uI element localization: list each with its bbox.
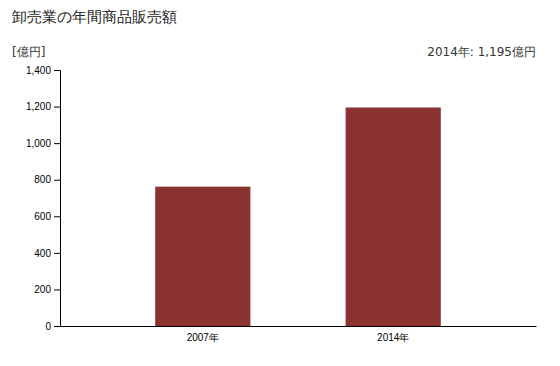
y-tick-mark <box>54 326 60 327</box>
y-tick-mark <box>54 216 60 217</box>
y-tick-label: 0 <box>45 321 51 332</box>
y-tick-label: 400 <box>34 248 51 259</box>
y-tick-label: 1,400 <box>26 65 51 76</box>
y-tick-mark <box>54 107 60 108</box>
y-tick-mark <box>54 253 60 254</box>
y-tick-mark <box>54 70 60 71</box>
y-tick-mark <box>54 143 60 144</box>
plot: 0 200 400 600 800 1,000 1,200 1,400 2007年 2014年 <box>26 65 537 343</box>
y-tick-label: 1,000 <box>26 138 51 149</box>
y-tick-mark <box>54 180 60 181</box>
y-tick-label: 800 <box>34 174 51 185</box>
y-tick: 1,400 <box>26 65 60 76</box>
chart: 0 200 400 600 800 1,000 1,200 1,400 2007年 2014年 卸売… <box>0 0 560 366</box>
y-tick: 600 <box>34 211 60 222</box>
title: 卸売業の年間商品販売額 <box>12 8 177 26</box>
x-tick: 2007年 <box>187 332 219 343</box>
x-tick-label: 2014年 <box>377 332 409 343</box>
bars <box>155 107 441 326</box>
annotation: 2014年: 1,195億円 <box>427 45 536 59</box>
y-axis-line <box>54 71 61 327</box>
y-axis: 0 200 400 600 800 1,000 1,200 1,400 <box>26 65 61 332</box>
y-tick-label: 600 <box>34 211 51 222</box>
y-tick: 1,000 <box>26 138 60 149</box>
bar <box>346 107 441 326</box>
x-tick-label: 2007年 <box>187 332 219 343</box>
x-tick: 2014年 <box>377 332 409 343</box>
y-tick: 1,200 <box>26 101 60 112</box>
y-tick: 800 <box>34 174 60 185</box>
y-tick: 0 <box>45 321 60 332</box>
x-axis-line <box>61 326 537 327</box>
y-tick: 400 <box>34 248 60 259</box>
bar <box>155 187 250 326</box>
y-tick: 200 <box>34 284 60 295</box>
y-label: [億円] <box>12 45 45 59</box>
x-axis: 2007年 2014年 <box>61 327 537 344</box>
y-tick-mark <box>54 289 60 290</box>
y-tick-label: 1,200 <box>26 101 51 112</box>
y-tick-label: 200 <box>34 284 51 295</box>
